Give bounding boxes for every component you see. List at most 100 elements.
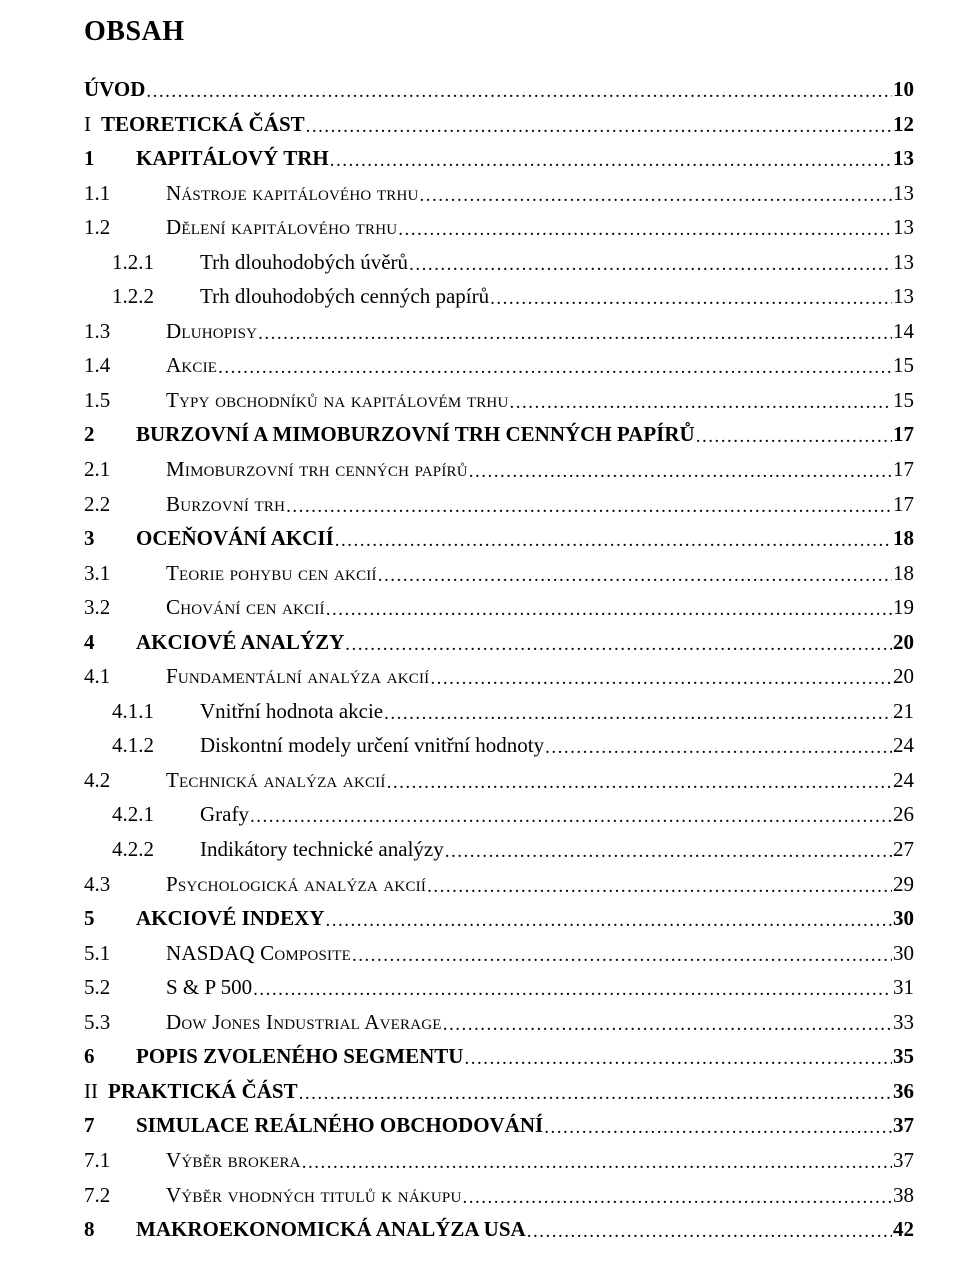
toc-entry-label: 1.3Dluhopisy: [84, 316, 257, 346]
toc-entry-page: 24: [893, 765, 914, 795]
toc-entry-text: PRAKTICKÁ ČÁST: [108, 1076, 298, 1106]
toc-entry: 4.2.2Indikátory technické analýzy 27: [84, 834, 914, 865]
toc-entry-label: 3.2Chování cen akcií: [84, 592, 325, 622]
toc-leader-dots: [326, 596, 892, 624]
toc-entry-label: 2.2Burzovní trh: [84, 489, 285, 519]
toc-entry-page: 29: [893, 869, 914, 899]
toc-entry: 2BURZOVNÍ A MIMOBURZOVNÍ TRH CENNÝCH PAP…: [84, 419, 914, 450]
toc-entry-number: 1.1: [84, 178, 166, 208]
toc-entry-page: 31: [893, 972, 914, 1002]
toc-entry-number: 5.2: [84, 972, 166, 1002]
toc-entry-page: 15: [893, 350, 914, 380]
toc-entry-page: 36: [893, 1076, 914, 1106]
toc-entry-page: 19: [893, 592, 914, 622]
toc-leader-dots: [258, 320, 892, 348]
toc-entry-page: 21: [893, 696, 914, 726]
toc-leader-dots: [398, 216, 892, 244]
toc-entry: 4.3Psychologická analýza akcií 29: [84, 869, 914, 900]
toc-leader-dots: [352, 942, 892, 970]
toc-entry: 1.1Nástroje kapitálového trhu13: [84, 178, 914, 209]
toc-entry-text: Vnitřní hodnota akcie: [200, 696, 383, 726]
toc-entry-label: 4.2.2Indikátory technické analýzy: [84, 834, 444, 864]
toc-entry: 1.2.1Trh dlouhodobých úvěrů13: [84, 247, 914, 278]
toc-entry-text: Technická analýza akcií: [166, 765, 386, 795]
toc-entry-number: 2.1: [84, 454, 166, 484]
toc-entry: 4.1.2Diskontní modely určení vnitřní hod…: [84, 730, 914, 761]
toc-entry-number: 4.3: [84, 869, 166, 899]
page-title: OBSAH: [84, 16, 914, 48]
toc-entry-text: ÚVOD: [84, 74, 145, 104]
toc-entry-number: 1: [84, 143, 136, 173]
toc-entry-number: 3: [84, 523, 136, 553]
toc-entry-number: 7: [84, 1110, 136, 1140]
toc-entry-number: 4.1: [84, 661, 166, 691]
toc-leader-dots: [430, 665, 892, 693]
toc-entry: 7.1Výběr brokera 37: [84, 1145, 914, 1176]
toc-entry-number: 6: [84, 1041, 136, 1071]
toc-entry: 5.2S & P 500 31: [84, 972, 914, 1003]
toc-entry-number: 2: [84, 419, 136, 449]
toc-leader-dots: [253, 976, 892, 1004]
toc-entry-text: OCEŇOVÁNÍ AKCIÍ: [136, 523, 334, 553]
toc-entry-label: 2.1Mimoburzovní trh cenných papírů: [84, 454, 468, 484]
toc-entry-text: TEORETICKÁ ČÁST: [101, 109, 305, 139]
toc-entry-text: Trh dlouhodobých úvěrů: [200, 247, 408, 277]
toc-leader-dots: [286, 493, 892, 521]
toc-entry-label: 1.2.2Trh dlouhodobých cenných papírů: [84, 281, 489, 311]
toc-entry: 4AKCIOVÉ ANALÝZY20: [84, 627, 914, 658]
toc-entry: 7.2Výběr vhodných titulů k nákupu 38: [84, 1180, 914, 1211]
toc-entry-label: 4.1.1Vnitřní hodnota akcie: [84, 696, 383, 726]
toc-entry-number: 1.3: [84, 316, 166, 346]
toc-leader-dots: [306, 113, 892, 141]
toc-entry-label: 2BURZOVNÍ A MIMOBURZOVNÍ TRH CENNÝCH PAP…: [84, 419, 695, 449]
toc-entry-text: Burzovní trh: [166, 489, 285, 519]
toc-entry-text: Psychologická analýza akcií: [166, 869, 426, 899]
toc-entry-text: Mimoburzovní trh cenných papírů: [166, 454, 468, 484]
toc-entry-text: SIMULACE REÁLNÉHO OBCHODOVÁNÍ: [136, 1110, 543, 1140]
toc-entry-page: 38: [893, 1180, 914, 1210]
toc-leader-dots: [335, 527, 892, 555]
toc-entry: 1.2.2Trh dlouhodobých cenných papírů13: [84, 281, 914, 312]
toc-entry-text: Fundamentální analýza akcií: [166, 661, 429, 691]
toc-leader-dots: [250, 803, 892, 831]
toc-entry-label: 3.1Teorie pohybu cen akcií: [84, 558, 377, 588]
toc-entry-text: Chování cen akcií: [166, 592, 325, 622]
toc-entry: 5.3Dow Jones Industrial Average33: [84, 1007, 914, 1038]
toc-entry-text: AKCIOVÉ INDEXY: [136, 903, 324, 933]
toc-entry-text: Výběr vhodných titulů k nákupu: [166, 1180, 462, 1210]
toc-entry-page: 27: [893, 834, 914, 864]
toc-entry-text: S & P 500: [166, 972, 252, 1002]
toc-leader-dots: [545, 734, 892, 762]
toc-leader-dots: [299, 1080, 892, 1108]
toc-entry-text: Dow Jones Industrial Average: [166, 1007, 442, 1037]
toc-leader-dots: [696, 423, 892, 451]
toc-entry-label: 4.2.1Grafy: [84, 799, 249, 829]
toc-entry-number: 4.2.1: [84, 799, 200, 829]
toc-leader-dots: [420, 182, 892, 210]
toc-entry-text: Akcie: [166, 350, 217, 380]
toc-entry: ÚVOD 10: [84, 74, 914, 105]
toc-entry-label: 1.4Akcie: [84, 350, 217, 380]
toc-entry-label: 4.1.2Diskontní modely určení vnitřní hod…: [84, 730, 544, 760]
toc-entry-number: 5: [84, 903, 136, 933]
toc-entry: 1.4Akcie 15: [84, 350, 914, 381]
toc-entry-page: 17: [893, 454, 914, 484]
toc-entry-text: Trh dlouhodobých cenných papírů: [200, 281, 489, 311]
toc-entry-page: 10: [893, 74, 914, 104]
toc-entry: 8MAKROEKONOMICKÁ ANALÝZA USA42: [84, 1214, 914, 1245]
toc-entry-number: 4.1.1: [84, 696, 200, 726]
toc-entry: 4.2Technická analýza akcií24: [84, 765, 914, 796]
toc-entry-number: 7.2: [84, 1180, 166, 1210]
toc-entry-page: 37: [893, 1145, 914, 1175]
toc-entry-text: Teorie pohybu cen akcií: [166, 558, 377, 588]
toc-entry-label: 1.2.1Trh dlouhodobých úvěrů: [84, 247, 408, 277]
toc-entry: 5AKCIOVÉ INDEXY30: [84, 903, 914, 934]
toc-entry-label: 3OCEŇOVÁNÍ AKCIÍ: [84, 523, 334, 553]
toc-entry-number: 4.2.2: [84, 834, 200, 864]
toc-entry-label: 6POPIS ZVOLENÉHO SEGMENTU: [84, 1041, 463, 1071]
toc-entry-label: 7.1Výběr brokera: [84, 1145, 301, 1175]
toc-entry-label: 7SIMULACE REÁLNÉHO OBCHODOVÁNÍ: [84, 1110, 543, 1140]
toc-entry: 3.1Teorie pohybu cen akcií18: [84, 558, 914, 589]
toc-leader-dots: [490, 285, 892, 313]
toc-entry-number: 1.5: [84, 385, 166, 415]
